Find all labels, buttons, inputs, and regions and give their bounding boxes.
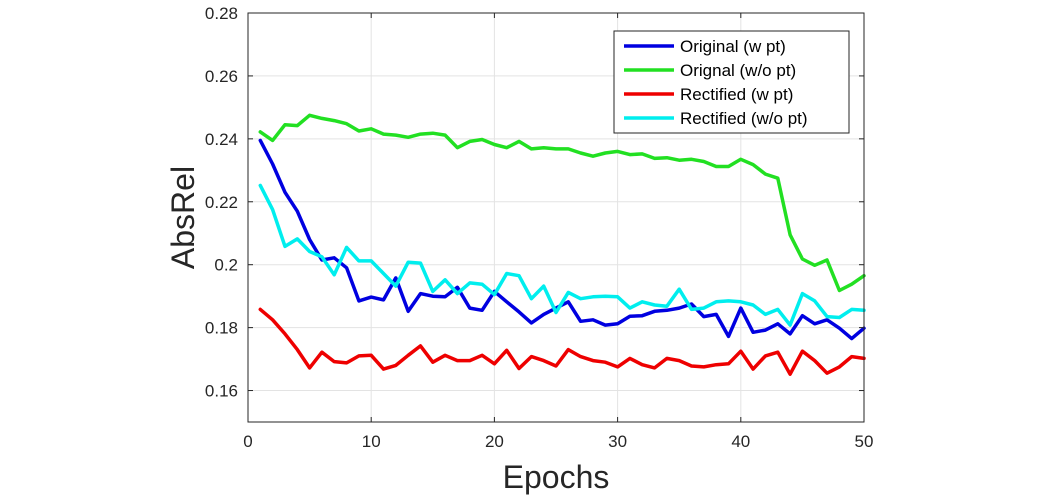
y-tick-label: 0.18: [205, 319, 238, 338]
x-tick-label: 0: [243, 432, 252, 451]
x-tick-label: 20: [485, 432, 504, 451]
legend-label: Rectified (w pt): [680, 85, 793, 104]
y-tick-label: 0.26: [205, 67, 238, 86]
series-line-3: [258, 307, 866, 376]
y-tick-label: 0.2: [214, 256, 238, 275]
legend: Original (w pt) Orignal (w/o pt) Rectified…: [613, 30, 850, 134]
x-tick-label: 40: [731, 432, 750, 451]
series-line-2: [258, 113, 866, 293]
legend-label: Rectified (w/o pt): [680, 109, 808, 128]
x-axis-title: Epochs: [503, 459, 610, 495]
y-tick-label: 0.24: [205, 130, 238, 149]
legend-label: Original (w pt): [680, 37, 786, 56]
y-axis-title: AbsRel: [165, 166, 201, 269]
y-tick-label: 0.16: [205, 382, 238, 401]
x-tick-label: 30: [608, 432, 627, 451]
y-tick-label: 0.22: [205, 193, 238, 212]
series-layer: [258, 113, 866, 376]
tick-layer: 0 10 20 30 40 50 0.16 0.18 0.2 0.22 0.24 0.26 0.28: [205, 4, 874, 451]
legend-box: [613, 30, 850, 134]
y-tick-label: 0.28: [205, 4, 238, 23]
series-line-1: [258, 138, 866, 341]
plot-frame: [247, 12, 865, 423]
x-tick-label: 10: [362, 432, 381, 451]
x-tick-label: 50: [855, 432, 874, 451]
series-line-4: [258, 183, 866, 327]
legend-label: Orignal (w/o pt): [680, 61, 796, 80]
